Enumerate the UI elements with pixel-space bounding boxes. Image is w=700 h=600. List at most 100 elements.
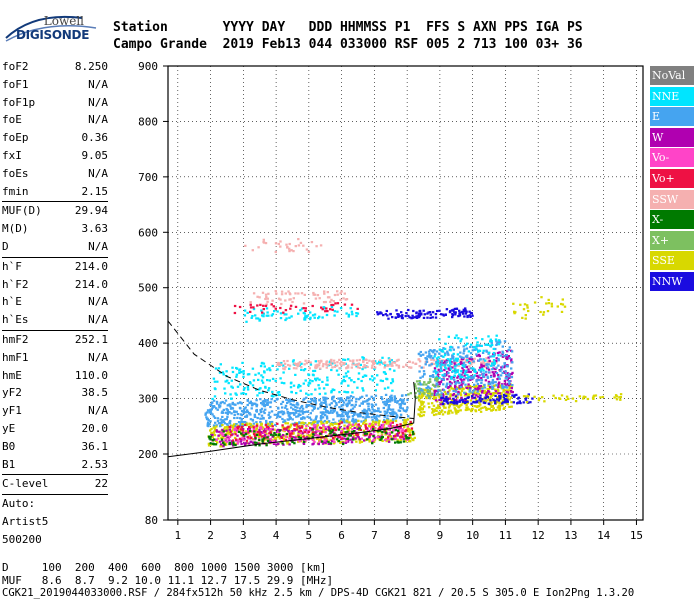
echo-point <box>476 390 479 393</box>
echo-point <box>507 380 511 383</box>
echo-point <box>420 312 423 315</box>
echo-point <box>362 422 365 425</box>
echo-point <box>467 385 470 388</box>
echo-point <box>407 393 410 396</box>
echo-point <box>404 419 408 422</box>
echo-point <box>486 343 490 346</box>
echo-point <box>281 424 284 427</box>
echo-point <box>277 428 280 431</box>
echo-point <box>330 360 333 363</box>
echo-point <box>364 409 367 412</box>
echo-point <box>346 396 349 399</box>
echo-point <box>442 355 445 358</box>
echo-point <box>213 395 217 398</box>
echo-point <box>392 437 395 440</box>
echo-point <box>540 296 543 299</box>
echo-point <box>384 431 387 434</box>
echo-point <box>267 292 270 295</box>
echo-point <box>526 306 529 309</box>
echo-point <box>309 316 312 319</box>
param-value: N/A <box>88 350 108 364</box>
echo-point <box>373 367 376 370</box>
echo-point <box>249 310 252 313</box>
echo-point <box>436 309 439 313</box>
echo-point <box>246 399 249 402</box>
echo-point <box>510 359 513 362</box>
echo-point <box>331 366 334 369</box>
echo-point <box>492 373 496 376</box>
echo-point <box>437 381 440 384</box>
echo-point <box>382 406 385 410</box>
echo-point <box>222 373 225 376</box>
echo-point <box>404 394 408 397</box>
x-tick-label: 11 <box>499 529 512 542</box>
echo-point <box>376 374 379 377</box>
echo-point <box>478 374 482 377</box>
echo-point <box>297 383 301 387</box>
echo-point <box>261 440 264 443</box>
echo-point <box>485 391 488 394</box>
echo-point <box>373 440 376 443</box>
y-tick-label: 200 <box>138 448 158 461</box>
echo-point <box>444 397 447 401</box>
echo-point <box>480 363 483 366</box>
echo-point <box>266 401 270 404</box>
echo-point <box>456 359 459 362</box>
echo-point <box>480 365 483 368</box>
echo-point <box>460 338 463 341</box>
echo-point <box>223 387 226 390</box>
param-row: fmin 2.15 <box>2 183 108 201</box>
echo-point <box>430 392 434 395</box>
echo-point <box>264 436 267 439</box>
echo-point <box>338 436 341 439</box>
echo-point <box>513 310 516 313</box>
echo-point <box>262 238 265 241</box>
echo-point <box>342 415 345 418</box>
echo-point <box>229 405 232 408</box>
echo-point <box>469 375 472 378</box>
echo-point <box>394 412 398 415</box>
echo-point <box>250 316 253 319</box>
echo-point <box>465 342 469 345</box>
echo-point <box>507 375 510 378</box>
echo-point <box>465 406 468 409</box>
echo-point <box>326 363 329 366</box>
echo-point <box>256 304 259 307</box>
echo-point <box>487 390 491 393</box>
echo-point <box>370 411 373 414</box>
echo-point <box>279 435 283 438</box>
echo-point <box>236 442 239 445</box>
echo-point <box>378 429 382 432</box>
echo-point <box>434 389 437 392</box>
echo-point <box>450 377 453 380</box>
echo-point <box>238 406 242 409</box>
echo-point <box>230 434 233 437</box>
echo-point <box>430 375 433 378</box>
echo-point <box>290 435 293 438</box>
echo-point <box>521 316 524 319</box>
echo-point <box>394 434 397 437</box>
echo-point <box>357 398 361 401</box>
echo-point <box>265 427 268 431</box>
echo-point <box>505 389 509 392</box>
echo-point <box>259 387 262 390</box>
header-row-labels: Station YYYY DAY DDD HHMMSS P1 FFS S AXN… <box>113 20 583 35</box>
echo-point <box>456 357 459 360</box>
echo-point <box>347 439 350 442</box>
echo-point <box>280 302 283 306</box>
echo-point <box>362 433 365 436</box>
echo-point <box>402 430 406 433</box>
header-row-values: Campo Grande 2019 Feb13 044 033000 RSF 0… <box>113 37 583 52</box>
echo-point <box>351 313 354 316</box>
echo-point <box>208 423 211 426</box>
echo-point <box>249 440 252 443</box>
echo-point <box>298 427 301 430</box>
echo-point <box>239 421 242 425</box>
echo-point <box>435 393 438 396</box>
echo-point <box>267 314 270 317</box>
echo-point <box>495 384 498 387</box>
echo-point <box>462 369 465 372</box>
echo-point <box>484 397 487 400</box>
echo-point <box>492 359 496 362</box>
echo-point <box>348 421 351 424</box>
